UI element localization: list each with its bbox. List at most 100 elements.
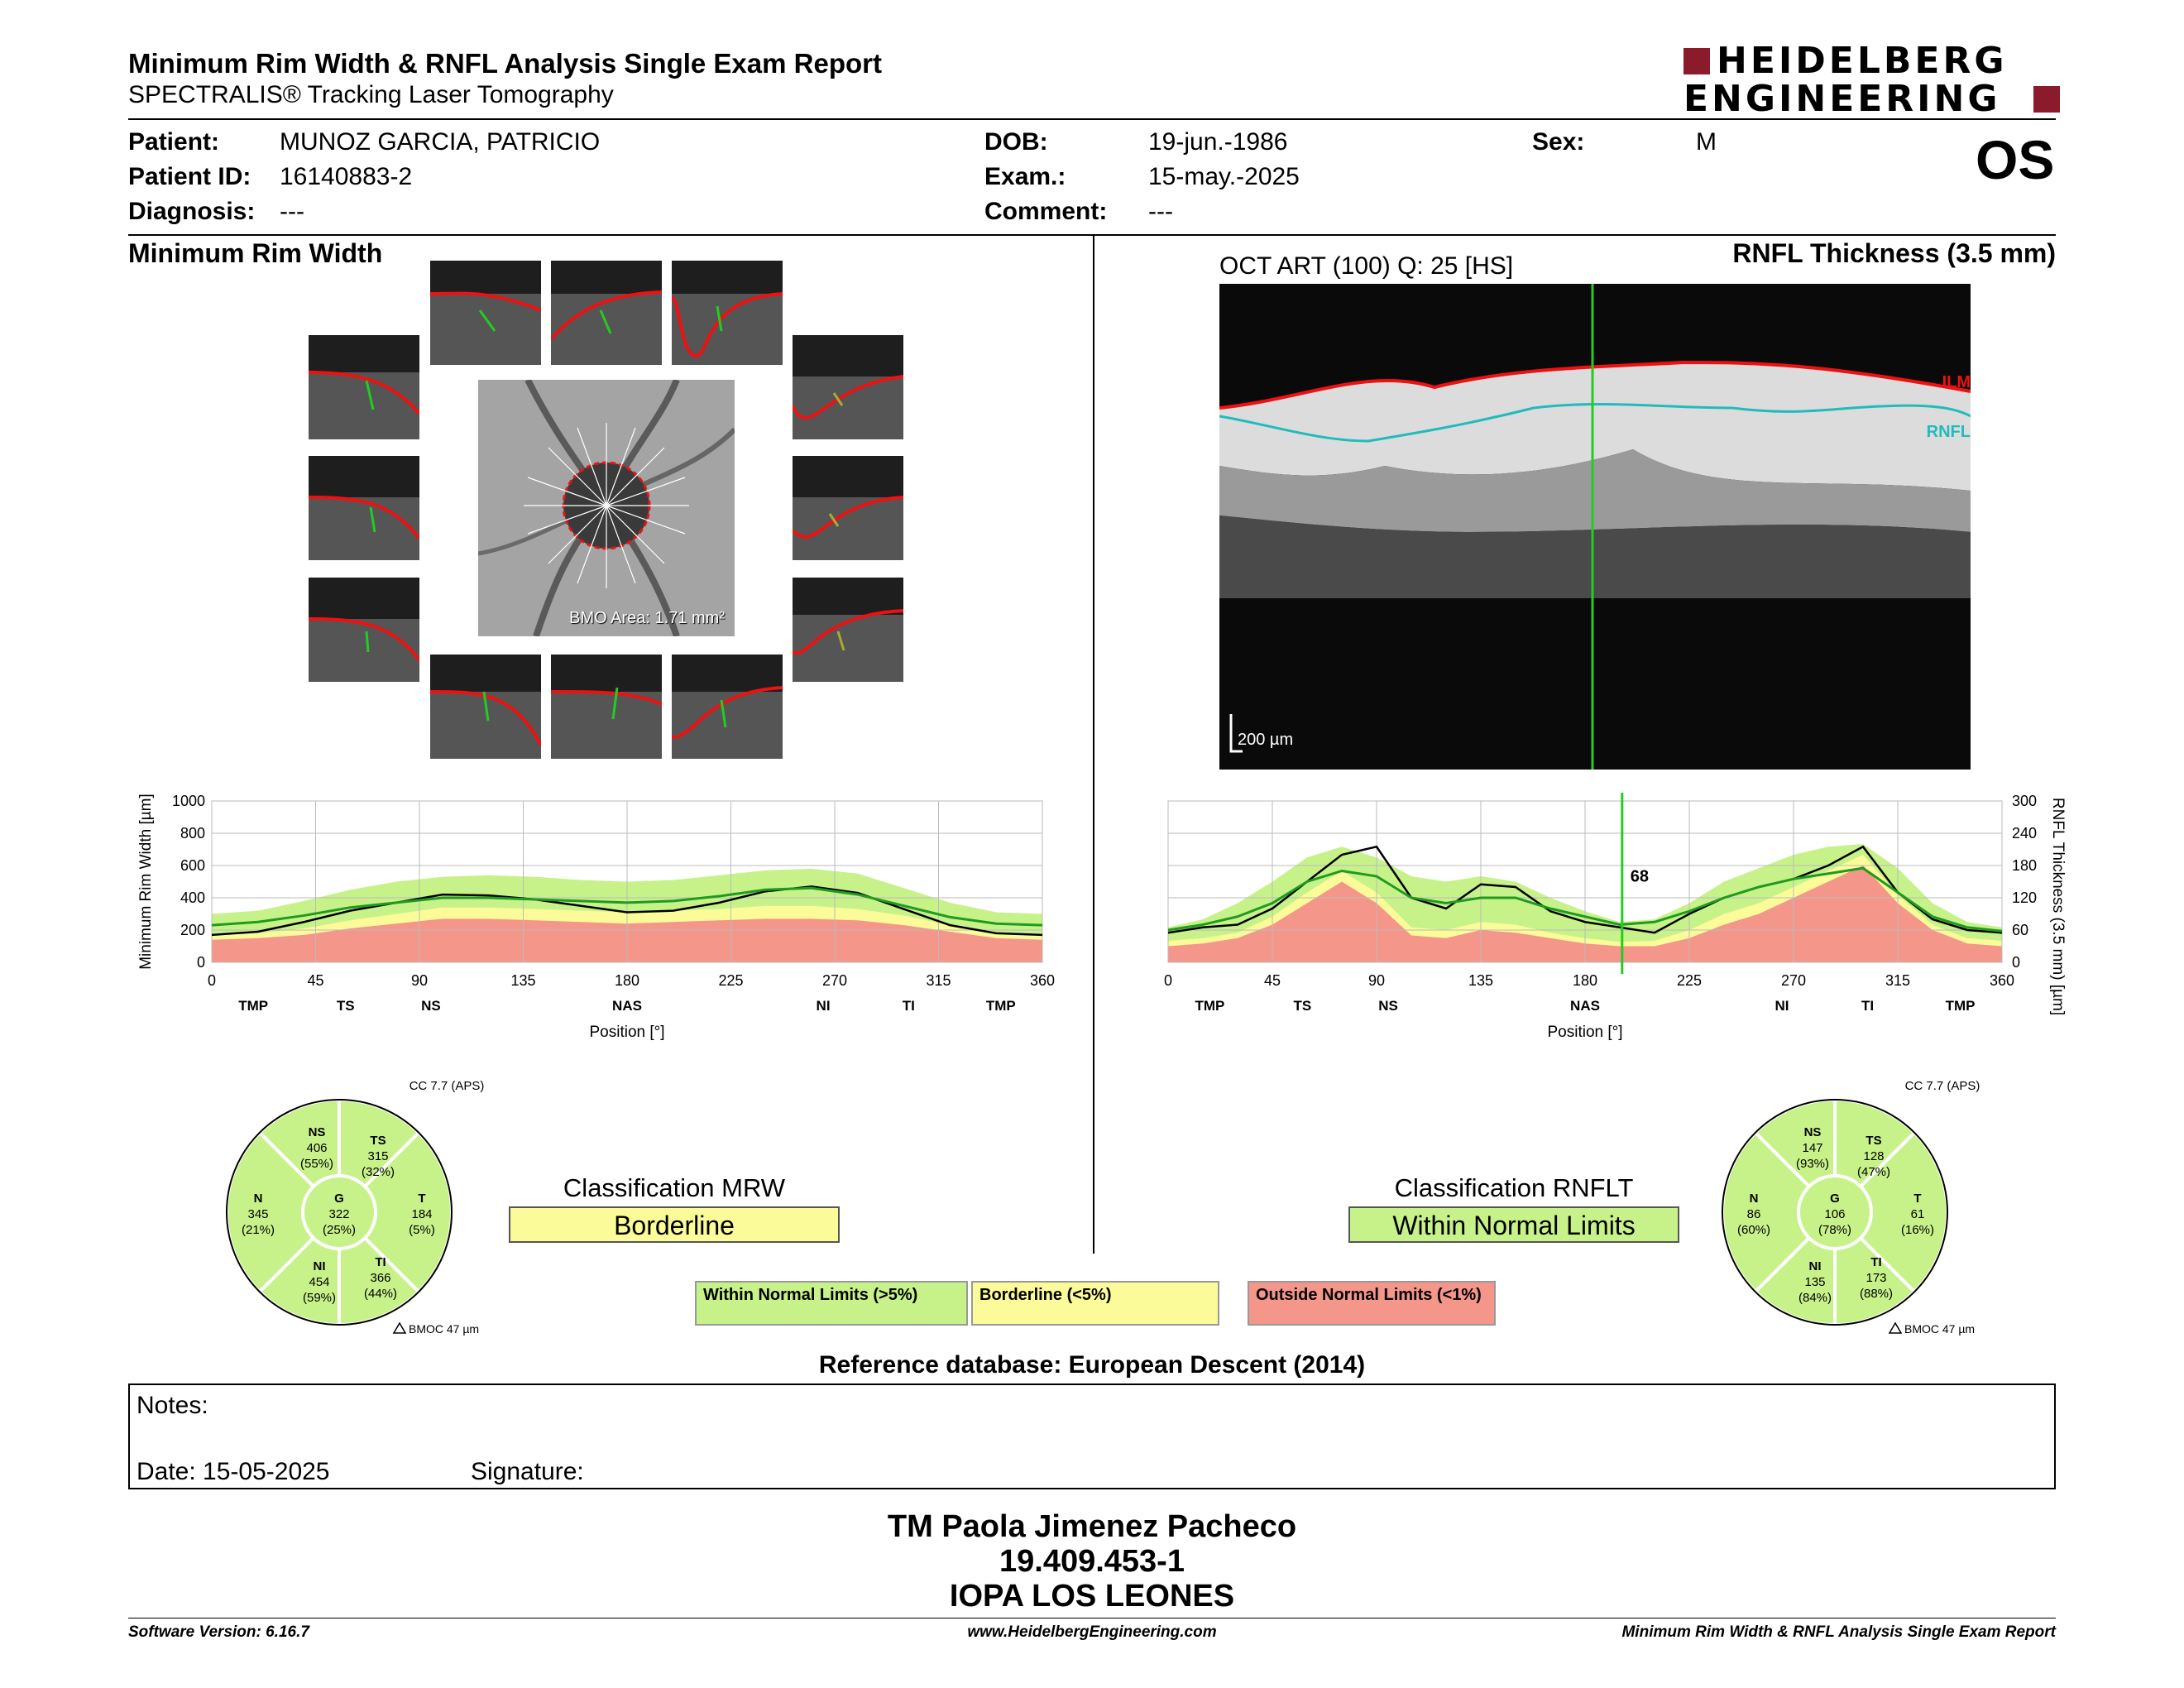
rnfl-section-title: RNFL Thickness (3.5 mm) (1732, 238, 2056, 268)
sector-value: 106 (1824, 1207, 1845, 1221)
x-tick-label: 180 (1573, 972, 1597, 989)
x-tick-label: 225 (1677, 972, 1702, 989)
sector-label: T (1913, 1192, 1921, 1206)
bmoc-label: BMOC 47 µm (409, 1322, 479, 1336)
x-tick-label: 270 (1781, 972, 1806, 989)
sector-label: NI (314, 1259, 326, 1273)
sector-value: 128 (1863, 1149, 1884, 1163)
x-axis-title: Position [°] (589, 1024, 664, 1041)
sector-percentile: (60%) (1737, 1223, 1770, 1237)
exam-value: 15-may.-2025 (1148, 163, 1300, 190)
patient-label: Patient: (128, 128, 220, 156)
sector-label: G (1830, 1192, 1840, 1206)
y-tick-label: 1000 (172, 793, 205, 809)
contrast-label: CC 7.7 (APS) (410, 1079, 485, 1093)
y-tick-label: 240 (2012, 825, 2037, 842)
x-tick-label: 270 (822, 972, 847, 989)
rnfl-layer-label: RNFL (1926, 423, 1971, 441)
x-tick-label: 315 (926, 972, 951, 989)
y-tick-label: 0 (197, 954, 205, 971)
y-tick-label: 0 (2012, 954, 2020, 971)
sector-percentile: (5%) (409, 1223, 435, 1237)
rnfl-classification-badge: Within Normal Limits (1348, 1206, 1679, 1243)
patient-id-label: Patient ID: (128, 163, 251, 190)
heidelberg-logo: HEIDELBERG ENGINEERING (1684, 40, 2064, 120)
website-link[interactable]: www.HeidelbergEngineering.com (967, 1623, 1217, 1641)
mrw-section-title: Minimum Rim Width (128, 238, 383, 268)
legend-within-normal: Within Normal Limits (>5%) (695, 1281, 968, 1326)
sector-percentile: (47%) (1857, 1165, 1890, 1179)
sector-value: 173 (1866, 1271, 1886, 1285)
sector-percentile: (16%) (1901, 1223, 1934, 1237)
logo-text-2: ENGINEERING (1684, 78, 2001, 120)
oct-bscan-image: ILM RNFL 200 µm (1219, 284, 1971, 770)
fundus-image: BMO Area: 1.71 mm² (478, 380, 735, 636)
sector-axis-label: TS (1294, 998, 1312, 1014)
x-tick-label: 0 (1164, 972, 1172, 989)
oct-bscan-thumb (793, 578, 903, 682)
notes-box[interactable]: Notes: Date: 15-05-2025 Signature: (128, 1383, 2056, 1489)
x-tick-label: 45 (307, 972, 323, 989)
sector-global (301, 1174, 377, 1250)
sector-axis-label: TMP (1946, 998, 1976, 1014)
x-tick-label: 360 (1030, 972, 1055, 989)
sector-label: NS (1804, 1125, 1822, 1139)
series-line (1167, 866, 2003, 933)
header-rule (128, 118, 2056, 120)
delta-icon (1888, 1321, 1903, 1334)
mrw-classification-badge: Borderline (509, 1206, 840, 1243)
x-tick-label: 90 (1368, 972, 1385, 989)
sector-value: 86 (1747, 1207, 1761, 1221)
oct-bscan-thumb (793, 335, 903, 439)
rnfl-chart: 0 45 90 135 180 225 270 315 360 0 60 120 180 240 300 68… (1150, 793, 2076, 1049)
y-tick-label: 300 (2012, 793, 2037, 809)
x-tick-label: 135 (1468, 972, 1493, 989)
sector-percentile: (32%) (362, 1165, 395, 1179)
legend-borderline: Borderline (<5%) (971, 1281, 1219, 1326)
patient-id: 16140883-2 (280, 163, 413, 190)
x-tick-label: 315 (1885, 972, 1910, 989)
mrw-chart-svg: 0 45 90 135 180 225 270 315 360 0 200 400 600 800 1000… (137, 793, 1055, 1041)
notes-date: Date: 15-05-2025 (136, 1458, 330, 1485)
rnfl-chart-svg: 0 45 90 135 180 225 270 315 36006012018024030068… (1164, 793, 2067, 1041)
y-axis-title: Minimum Rim Width [µm] (137, 794, 155, 970)
exam-label: Exam.: (984, 163, 1066, 190)
sector-label: TS (1866, 1134, 1881, 1148)
oct-bscan-thumb (551, 261, 662, 365)
oct-bscan-thumb (309, 456, 419, 560)
sector-outline (226, 1099, 453, 1326)
sector-axis-label: NAS (612, 998, 642, 1014)
patient-rule (128, 234, 2056, 236)
x-tick-label: 0 (208, 972, 216, 989)
sector-axis-label: NI (817, 998, 831, 1014)
sex-value: M (1696, 128, 1717, 156)
oct-bscan-thumb (672, 655, 783, 759)
series-line (211, 886, 1043, 927)
oct-bscan-thumb (309, 335, 419, 439)
bmo-area-label: BMO Area: 1.71 mm² (569, 609, 725, 627)
rnfl-classification-title: Classification RNFLT (1394, 1173, 1634, 1202)
sector-value: 406 (306, 1141, 327, 1155)
sector-value: 322 (328, 1207, 349, 1221)
diagnosis-value: --- (280, 198, 304, 225)
logo-square-top (1684, 48, 1710, 74)
sector-axis-label: NAS (1570, 998, 1600, 1014)
comment-label: Comment: (984, 198, 1108, 225)
sector-value: 147 (1802, 1141, 1822, 1155)
software-version: Software Version: 6.16.7 (128, 1623, 309, 1641)
oct-bscan-thumb (672, 261, 783, 365)
contrast-label: CC 7.7 (APS) (1905, 1079, 1980, 1093)
y-tick-label: 400 (180, 890, 205, 906)
y-tick-label: 60 (2012, 922, 2028, 938)
ilm-label: ILM (1942, 373, 1971, 391)
report-subtitle: SPECTRALIS® Tracking Laser Tomography (128, 81, 614, 108)
mrw-classification-title: Classification MRW (563, 1173, 786, 1202)
bmoc-label: BMOC 47 µm (1904, 1322, 1975, 1336)
center-divider (1093, 236, 1094, 1254)
rnfl-sector-diagram: NS 147 (93%) TS 128 (47%) N 86 (60%) G 106 (78%) T 61… (1719, 1072, 2000, 1345)
x-tick-label: 180 (615, 972, 639, 989)
cursor-value-label: 68 (1631, 868, 1649, 886)
sector-axis-label: NS (421, 998, 441, 1014)
sex-label: Sex: (1532, 128, 1585, 156)
signer-name: TM Paola Jimenez Pacheco (887, 1509, 1297, 1544)
